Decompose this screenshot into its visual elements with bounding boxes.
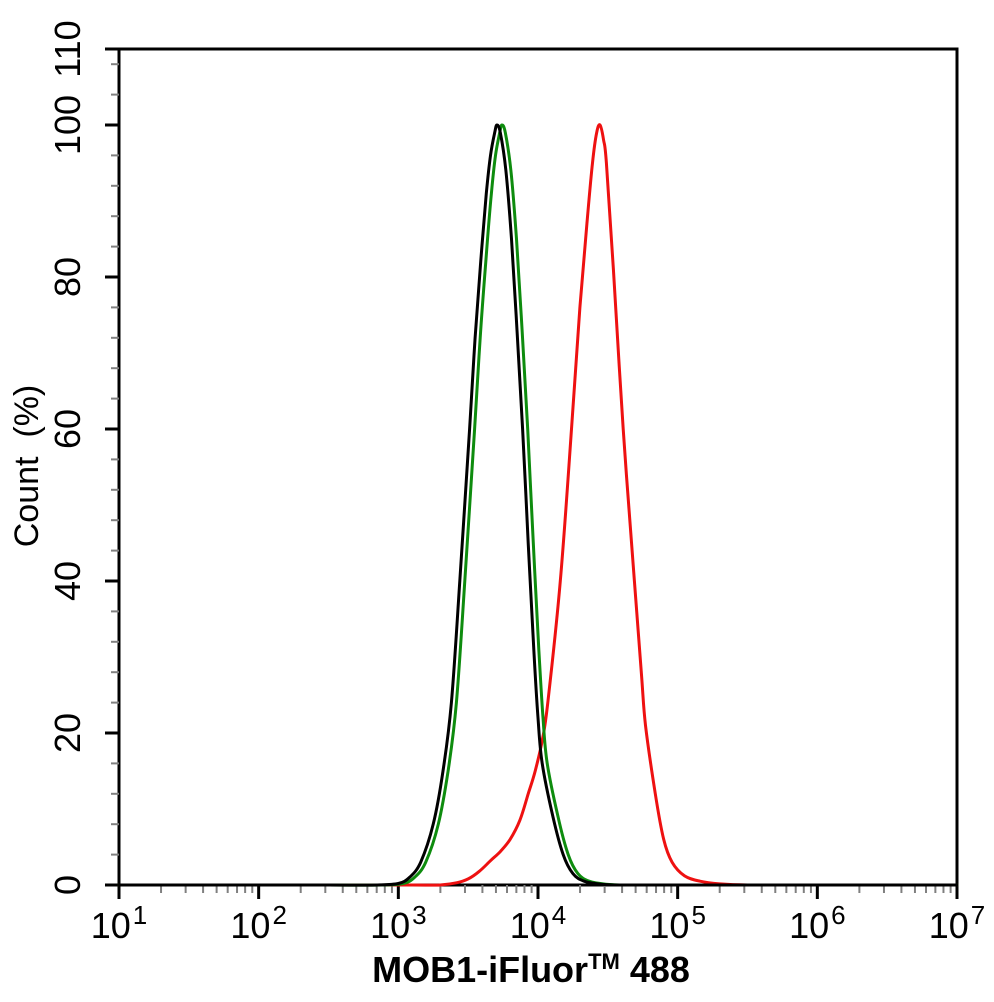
y-tick-label: 60 bbox=[47, 409, 88, 449]
x-tick-label: 102 bbox=[230, 900, 287, 946]
green-curve bbox=[117, 123, 959, 887]
y-axis-minor-ticks bbox=[111, 63, 119, 856]
y-tick-label: 40 bbox=[47, 561, 88, 601]
y-axis-label: Count (%) bbox=[8, 385, 46, 548]
y-tick-label: 80 bbox=[47, 257, 88, 297]
y-tick-label: 100 bbox=[47, 95, 88, 155]
x-tick-label: 103 bbox=[370, 900, 427, 946]
y-tick-label: 110 bbox=[47, 20, 88, 77]
y-tick-label: 0 bbox=[47, 875, 88, 895]
x-axis-major-ticks: 101 102 103 104 105 106 107 bbox=[91, 885, 986, 946]
x-tick-label: 106 bbox=[789, 900, 846, 946]
y-axis-major-ticks: 0 20 40 60 80 100 110 bbox=[47, 20, 119, 895]
red-curve bbox=[117, 123, 959, 887]
black-curve bbox=[117, 123, 959, 887]
x-tick-label: 105 bbox=[649, 900, 706, 946]
y-tick-label: 20 bbox=[47, 713, 88, 753]
histogram-curves bbox=[117, 123, 959, 887]
x-tick-label: 101 bbox=[91, 900, 148, 946]
x-tick-label: 104 bbox=[510, 900, 567, 946]
x-tick-label: 107 bbox=[929, 900, 986, 946]
x-axis-label: MOB1-iFluorTM 488 bbox=[372, 949, 690, 990]
